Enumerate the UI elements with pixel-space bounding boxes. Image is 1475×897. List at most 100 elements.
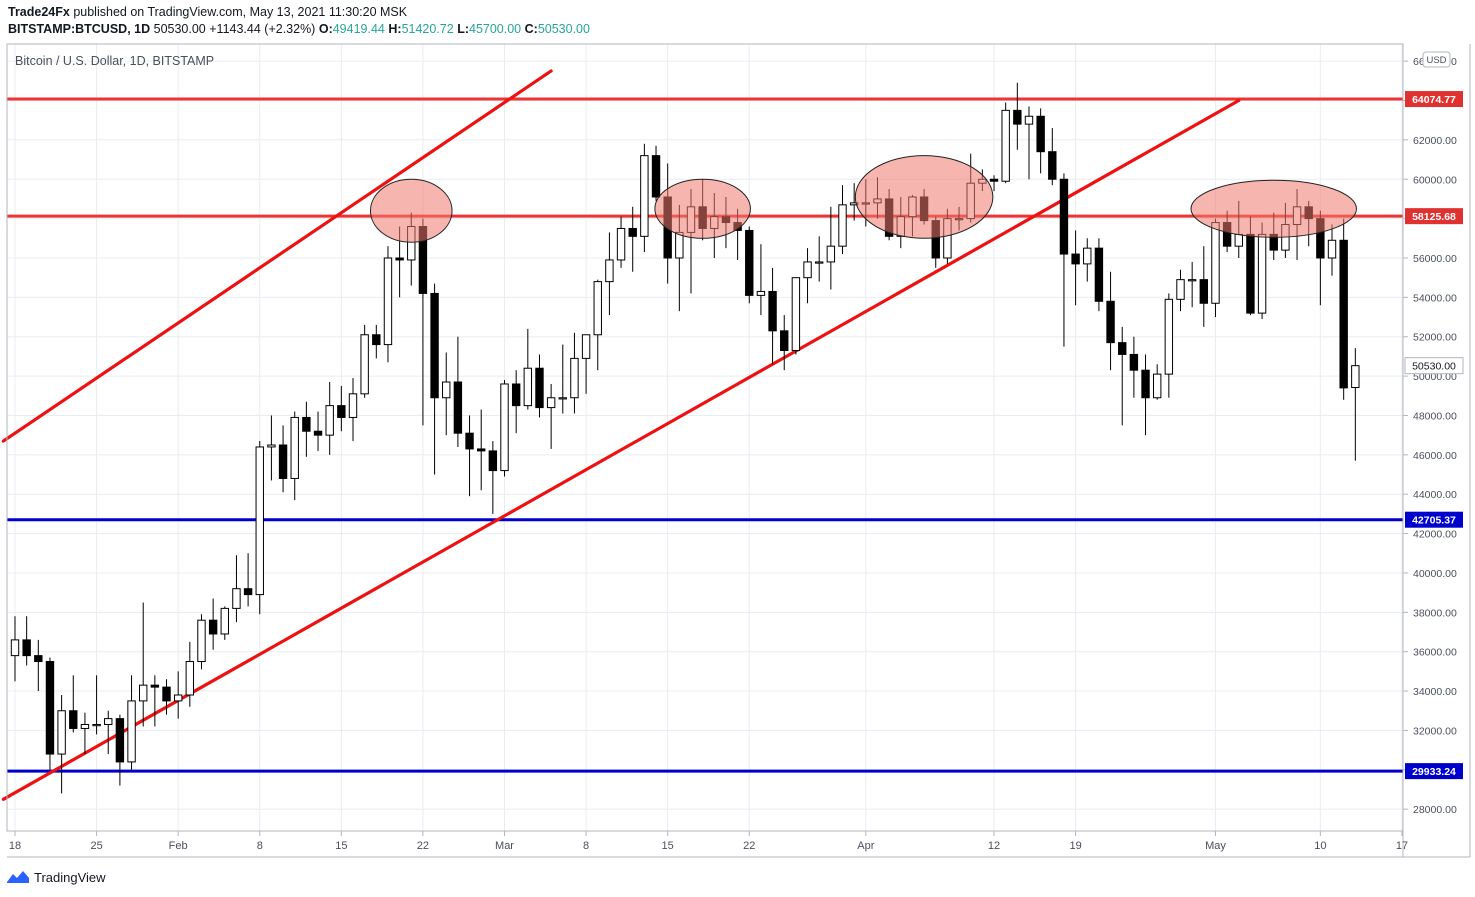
candle-body — [605, 259, 614, 283]
candle-body — [442, 381, 451, 399]
candle-body — [139, 684, 148, 702]
candle-body — [1351, 365, 1360, 389]
candle-body — [22, 639, 31, 657]
level-label-text: 29933.24 — [1412, 766, 1456, 778]
candle-body — [173, 694, 183, 702]
last-price-label: 50530.00 — [1404, 357, 1464, 375]
candle-body — [360, 334, 369, 395]
candle-body — [593, 281, 602, 336]
candle-body — [640, 155, 649, 237]
level-label-text: 58125.68 — [1412, 211, 1456, 223]
candle-body — [1129, 353, 1139, 371]
candle-body — [243, 588, 253, 596]
candle-body — [115, 718, 125, 763]
time-axis[interactable]: 18 25 Feb 8 15 22 Mar 8 15 22 Apr 12 19 May 10 17 — [9, 831, 1408, 852]
candle-body — [1036, 115, 1045, 153]
candle-up — [57, 694, 66, 794]
candle-body — [104, 718, 113, 726]
candle-body — [803, 261, 812, 279]
candle-up — [255, 441, 264, 615]
candle-up — [360, 324, 369, 398]
candle-body — [290, 416, 299, 479]
level-label-bg — [1405, 91, 1463, 108]
tradingview-logo[interactable]: TradingView — [6, 869, 106, 885]
candle-up — [1152, 364, 1162, 400]
time-tick-label: 8 — [583, 840, 589, 852]
currency-label: USD — [1426, 55, 1446, 66]
candle-down — [1013, 82, 1022, 150]
candle-body — [1048, 151, 1057, 180]
candle-up — [838, 185, 847, 255]
candle-body — [267, 444, 276, 448]
highlight-ellipse — [654, 178, 751, 239]
close-value: 50530.00 — [537, 22, 590, 36]
level-price-label: 42705.37 — [1405, 511, 1463, 528]
candle-body — [255, 446, 264, 596]
candle-body — [745, 229, 754, 296]
candle-up — [197, 614, 206, 670]
candle-body — [232, 588, 241, 609]
candle-down — [780, 315, 789, 371]
trend-line — [1, 98, 1241, 801]
publisher-name[interactable]: Trade24Fx — [8, 5, 70, 19]
level-label-text: 64074.77 — [1412, 94, 1456, 106]
candle-body — [1164, 298, 1174, 375]
candle-body — [581, 334, 591, 359]
candle-up — [570, 332, 579, 414]
open-value: 49419.44 — [332, 22, 385, 36]
candle-body — [535, 367, 544, 409]
high-value: 51420.72 — [401, 22, 454, 36]
time-tick-label: 10 — [1314, 840, 1326, 852]
last-price-text: 50530.00 — [1412, 361, 1456, 373]
candle-down — [313, 411, 323, 451]
candle-body — [127, 700, 136, 763]
candle-down — [511, 370, 521, 434]
candle-up — [756, 244, 766, 316]
candle-down — [1048, 128, 1057, 186]
candle-body — [616, 227, 626, 261]
high-label: H: — [388, 22, 402, 36]
chart-title: Bitcoin / U.S. Dollar, 1D, BITSTAMP — [15, 54, 214, 68]
candle-body — [337, 405, 346, 418]
candle-body — [313, 430, 323, 436]
candle-body — [465, 432, 474, 450]
candle-up — [92, 675, 101, 735]
candle-body — [500, 383, 509, 472]
candle-body — [1176, 279, 1185, 300]
trend-line — [1, 69, 553, 443]
candle-down — [69, 675, 78, 733]
currency-badge[interactable]: USD — [1422, 51, 1451, 68]
candle-down — [989, 175, 999, 192]
price-tick-label: 36000.00 — [1413, 647, 1457, 659]
time-tick-label: 15 — [662, 840, 674, 852]
candle-down — [115, 714, 125, 786]
candle-body — [1083, 247, 1092, 265]
candle-up — [267, 415, 276, 481]
candle-up — [325, 382, 334, 455]
candle-up — [383, 246, 393, 363]
candle-up — [523, 328, 533, 410]
candle-down — [1129, 336, 1139, 398]
candle-down — [208, 598, 218, 650]
level-label-bg — [1405, 763, 1463, 780]
price-tick-label: 40000.00 — [1413, 568, 1457, 580]
candle-down — [162, 679, 171, 715]
symbol: BITSTAMP:BTCUSD — [8, 22, 128, 36]
candle-body — [791, 277, 801, 352]
candle-body — [628, 227, 637, 237]
price-tick-label: 46000.00 — [1413, 450, 1457, 462]
candle-body — [185, 661, 195, 696]
candle-up — [1024, 106, 1034, 180]
candle-body — [1118, 342, 1127, 355]
candle-up — [10, 616, 20, 682]
candle-down — [1094, 238, 1104, 312]
candle-up — [232, 555, 241, 623]
candle-down — [651, 145, 661, 201]
level-labels: 64074.77 58125.68 42705.37 29933.24 50530.00 — [1404, 91, 1464, 780]
highlight-ellipse — [1190, 179, 1357, 238]
candle-body — [838, 204, 847, 247]
candle-up — [826, 206, 836, 290]
candle-up — [442, 352, 451, 436]
level-label-text: 42705.37 — [1412, 515, 1456, 527]
